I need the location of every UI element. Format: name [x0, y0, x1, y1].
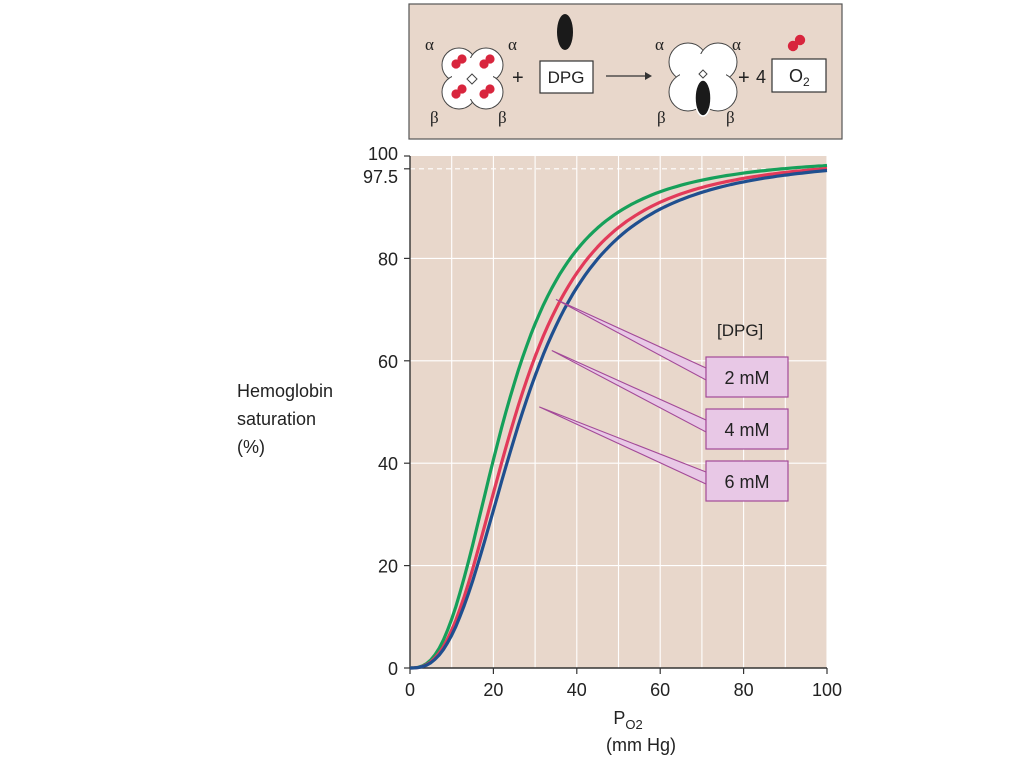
o2-icon-atom — [794, 34, 806, 46]
callout-box — [705, 408, 789, 450]
oxygen-product: O2 — [771, 34, 827, 93]
legend-label: 2 mM — [725, 368, 770, 388]
x-tick-label: 100 — [812, 680, 842, 700]
o2-label: O2 — [789, 66, 810, 89]
dpg-molecule: DPG — [539, 14, 594, 94]
x-tick-label: 20 — [483, 680, 503, 700]
beta-label: β — [657, 108, 666, 127]
plus-sign: + — [512, 67, 524, 89]
series-line-2-mm — [409, 163, 828, 670]
y-axis-label-line: (%) — [237, 437, 265, 457]
series-line-6-mm — [409, 168, 828, 670]
o2-molecule — [457, 54, 467, 64]
hemoglobin-with-o2: α α β β — [425, 35, 517, 127]
y-tick-label-97-5: 97.5 — [363, 167, 398, 187]
o2-box — [771, 58, 827, 93]
series-line-4-mm — [409, 166, 828, 670]
x-axis-label-main: PO2 — [613, 708, 642, 732]
o2-icon-atom — [787, 40, 799, 52]
x-tick-label: 0 — [405, 680, 415, 700]
axes: 0 20 40 60 80 100 0 20 40 60 80 100 97.5 — [363, 144, 842, 700]
coefficient-four: 4 — [756, 67, 766, 87]
series-group — [409, 163, 828, 670]
y-axis-label-line: saturation — [237, 409, 316, 429]
legend-label: 4 mM — [725, 420, 770, 440]
central-cavity — [698, 69, 708, 79]
hemoglobin-with-dpg: α α β β — [655, 35, 741, 127]
dpg-molecule-icon — [557, 14, 573, 50]
y-tick-label: 40 — [378, 454, 398, 474]
legend-label: 6 mM — [725, 472, 770, 492]
y-tick-label: 80 — [378, 249, 398, 269]
beta-label: β — [726, 108, 735, 127]
arrow-head — [645, 72, 652, 80]
o2-molecule — [485, 84, 495, 94]
reaction-arrow — [606, 72, 652, 80]
o2-molecule — [457, 84, 467, 94]
legend-callouts: 2 mM 4 mM 6 mM — [539, 298, 789, 502]
alpha-label: α — [425, 35, 434, 54]
o2-molecule — [485, 54, 495, 64]
alpha-label: α — [655, 35, 664, 54]
dpg-label: DPG — [548, 68, 585, 87]
callout-box — [705, 460, 789, 502]
y-tick-label: 20 — [378, 557, 398, 577]
legend-title: [DPG] — [717, 321, 763, 340]
y-axis-label-line: Hemoglobin — [237, 381, 333, 401]
alpha-label: α — [508, 35, 517, 54]
alpha-label: α — [732, 35, 741, 54]
y-tick-label: 0 — [388, 659, 398, 679]
y-tick-label: 100 — [368, 144, 398, 164]
x-axis-label-units: (mm Hg) — [606, 735, 676, 755]
oxygen-dissociation-chart: 0 20 40 60 80 100 0 20 40 60 80 100 97.5 2 mM 4 mM 6 m… — [237, 144, 842, 755]
dpg-box — [539, 60, 594, 94]
plus-sign: + — [738, 67, 750, 89]
y-tick-label: 60 — [378, 352, 398, 372]
x-tick-label: 60 — [650, 680, 670, 700]
reaction-diagram: α α β β + DPG α α β β — [408, 3, 843, 140]
x-axis-label: PO2 (mm Hg) — [606, 708, 676, 755]
x-tick-label: 40 — [567, 680, 587, 700]
bound-dpg-icon — [694, 79, 712, 117]
y-axis-label: Hemoglobin saturation (%) — [237, 381, 333, 457]
central-cavity — [466, 73, 478, 85]
beta-label: β — [498, 108, 507, 127]
callout-box — [705, 356, 789, 398]
beta-label: β — [430, 108, 439, 127]
grid — [410, 156, 828, 668]
x-tick-label: 80 — [734, 680, 754, 700]
